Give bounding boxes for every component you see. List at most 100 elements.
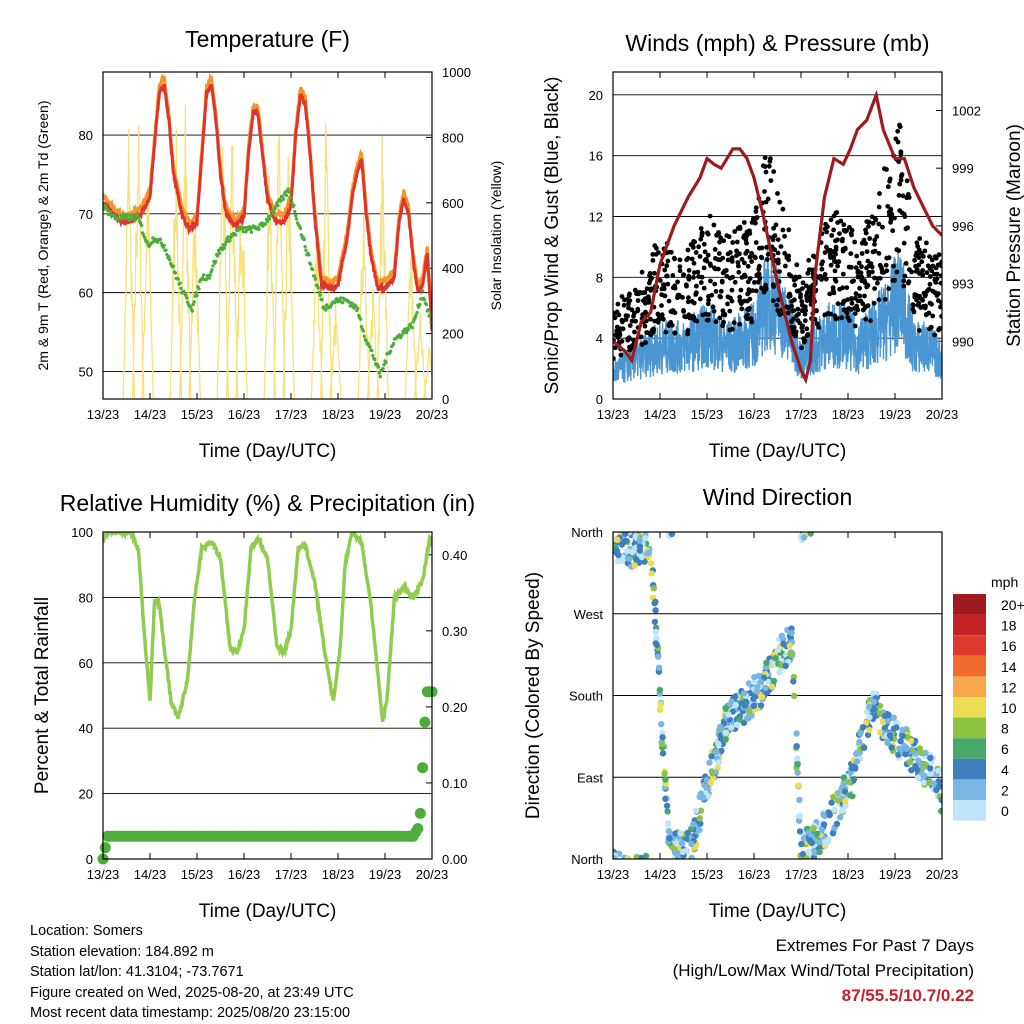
dewpoint-point (410, 326, 414, 330)
gust-point (866, 272, 872, 278)
direction-point (710, 774, 717, 782)
dewpoint-point (168, 258, 172, 262)
gust-point (805, 270, 811, 276)
dewpoint-point (211, 264, 215, 268)
legend-label: 10 (1001, 700, 1017, 716)
temperature-y-tick-label: 80 (79, 128, 93, 143)
direction-point (807, 532, 814, 537)
gust-point (729, 287, 735, 293)
gust-point (929, 257, 935, 263)
dewpoint-point (324, 308, 328, 312)
direction-point (732, 701, 739, 709)
gust-point (840, 271, 846, 277)
dewpoint-point (384, 360, 388, 364)
gust-point (753, 205, 759, 211)
gust-point (639, 269, 645, 275)
gust-point (705, 312, 711, 317)
dewpoint-point (224, 240, 228, 244)
direction-point (722, 736, 729, 743)
humidity-y-tick-label: 100 (71, 525, 93, 540)
gust-point (685, 328, 691, 333)
gust-point (911, 309, 917, 315)
gust-point (630, 337, 636, 343)
direction-point (688, 840, 695, 848)
dewpoint-point (418, 302, 422, 307)
direction-point (787, 650, 794, 658)
temperature-y2-tick-label: 200 (442, 327, 464, 342)
direction-point (688, 854, 695, 859)
gust-point (626, 305, 631, 311)
gust-point (732, 279, 738, 285)
gust-point (840, 301, 845, 307)
direction-point (655, 653, 662, 660)
humidity-title: Relative Humidity (%) & Precipitation (i… (60, 490, 475, 516)
gust-point (685, 247, 691, 253)
direction-point (871, 706, 878, 713)
dewpoint-point (226, 235, 230, 239)
direction-point (645, 549, 653, 556)
direction-point (757, 702, 765, 709)
gust-point (835, 301, 841, 307)
direction-point (884, 738, 891, 746)
gust-point (736, 263, 741, 269)
direction-point (816, 848, 823, 856)
gust-point (903, 261, 909, 266)
gust-point (876, 204, 882, 210)
direction-point (762, 684, 769, 692)
direction-point (696, 815, 703, 822)
gust-point (864, 249, 870, 255)
gust-point (675, 279, 680, 285)
direction-point (697, 790, 705, 797)
gust-point (626, 301, 631, 307)
direction-point (856, 738, 863, 746)
legend-swatch (953, 594, 986, 615)
gust-point (927, 254, 932, 259)
gust-point (858, 298, 864, 304)
direction-point (795, 782, 802, 789)
direction-point (655, 664, 663, 671)
gust-point (693, 250, 699, 255)
dewpoint-point (197, 287, 201, 291)
direction-point (888, 744, 895, 751)
dewpoint-point (333, 300, 337, 304)
direction-point (828, 799, 835, 806)
gust-point (629, 343, 635, 349)
gust-point (780, 227, 786, 233)
gust-point (906, 279, 912, 285)
direction-point (840, 774, 848, 781)
gust-point (729, 255, 735, 261)
gust-point (694, 290, 699, 296)
gust-point (849, 227, 855, 233)
dewpoint-point (216, 254, 220, 258)
dewpoint-point (414, 313, 418, 318)
gust-point (802, 338, 808, 344)
gust-point (653, 251, 659, 257)
legend-swatch (953, 676, 986, 697)
gust-point (924, 240, 929, 246)
gust-point (665, 258, 671, 264)
direction-point (690, 821, 697, 828)
temperature-y2label: Solar Insolation (Yellow) (488, 161, 504, 311)
direction-point (866, 703, 873, 711)
direction-point (664, 820, 672, 827)
direction-point (788, 629, 795, 637)
direction-point (794, 769, 801, 776)
direction-point (750, 702, 758, 710)
direction-point (848, 764, 855, 772)
gust-point (659, 286, 665, 292)
direction-point (803, 855, 810, 859)
gust-point (618, 352, 624, 358)
gust-point (876, 221, 882, 227)
gust-point (819, 266, 825, 272)
direction-x-tick-label: 20/23 (926, 867, 959, 882)
direction-point (835, 790, 842, 797)
gust-point (792, 282, 798, 288)
gust-point (924, 312, 929, 317)
gust-point (864, 284, 870, 290)
gust-point (936, 327, 941, 333)
direction-point (741, 702, 749, 709)
dewpoint-point (222, 246, 226, 250)
gust-point (902, 214, 908, 220)
gust-point (930, 313, 936, 319)
dewpoint-point (378, 375, 382, 379)
